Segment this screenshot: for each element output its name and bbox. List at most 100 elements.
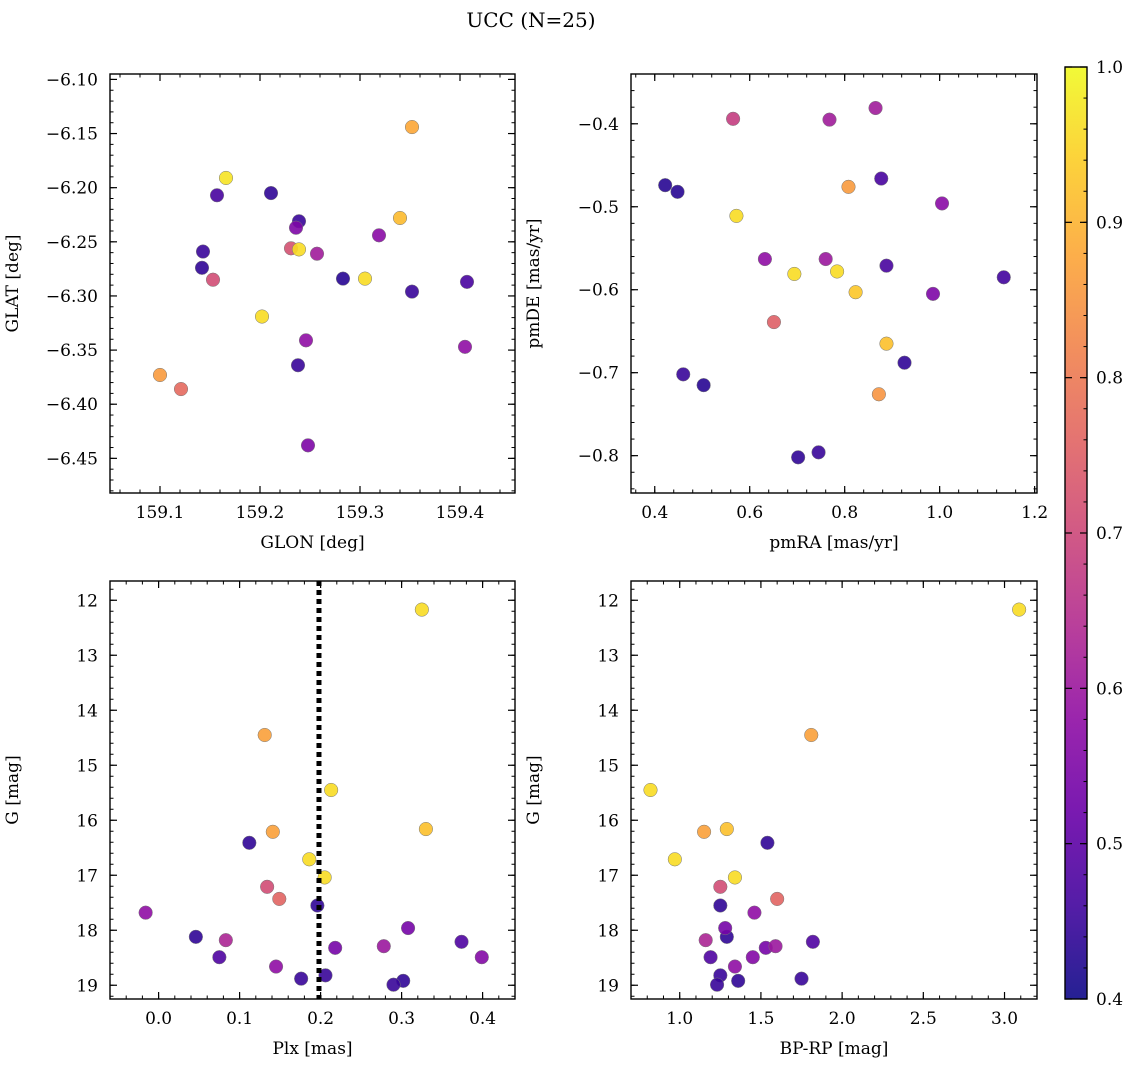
y-tick-label: 19: [597, 976, 619, 996]
data-point: [218, 933, 233, 948]
data-point: [474, 950, 489, 965]
data-point: [288, 220, 304, 235]
data-point: [643, 782, 658, 798]
data-point: [822, 112, 837, 127]
y-tick-label: 19: [76, 976, 98, 996]
data-point: [934, 196, 950, 211]
data-point: [703, 950, 718, 965]
x-tick-label: 2.5: [910, 1009, 937, 1029]
y-tick-label: 14: [76, 701, 98, 721]
y-tick-label: −0.4: [578, 115, 619, 135]
data-point: [879, 336, 894, 351]
data-point: [188, 929, 203, 944]
x-tick-label: 159.1: [136, 503, 185, 523]
data-point: [376, 939, 391, 954]
x-axis-label: Plx [mas]: [272, 1039, 352, 1059]
x-tick-label: 159.2: [236, 503, 285, 523]
y-axis-label: G [mag]: [524, 755, 544, 824]
colorbar: 0.4 0.5 0.6 0.7 0.8 0.9 1.0: [1064, 58, 1123, 1010]
y-tick-label: 14: [597, 701, 619, 721]
y-tick-label: 17: [76, 866, 98, 886]
y-tick-label: 12: [597, 591, 619, 611]
y-axis-label: G [mag]: [3, 755, 23, 824]
colorbar-tick-label: 0.6: [1096, 679, 1123, 699]
data-point: [804, 727, 819, 743]
data-point: [263, 186, 279, 201]
colorbar-tick-label: 0.9: [1096, 213, 1123, 233]
y-tick-label: 13: [76, 646, 98, 666]
data-point: [152, 367, 168, 383]
data-point: [298, 333, 314, 348]
data-point: [173, 382, 189, 397]
y-tick-label: −6.40: [46, 395, 98, 415]
y-tick-label: −0.8: [578, 447, 619, 467]
y-tick-label: −6.35: [46, 341, 98, 361]
data-point: [757, 251, 772, 267]
data-point: [457, 339, 473, 354]
data-point: [272, 891, 287, 906]
data-point: [386, 977, 401, 992]
y-tick-label: 16: [597, 811, 619, 831]
y-tick-label: −6.25: [46, 233, 98, 253]
data-point: [218, 170, 234, 185]
data-point: [698, 933, 713, 948]
panel-bprp-g: 1.0 1.5 2.0 2.5 3.0 12 13 14 15 16 17 18 19 BP-RP [ma…: [524, 580, 1038, 1059]
data-point: [404, 284, 420, 299]
y-tick-label: 15: [597, 756, 619, 776]
data-point: [371, 228, 387, 243]
x-tick-label: 1.2: [1021, 503, 1048, 523]
x-tick-label: 0.8: [831, 503, 858, 523]
data-point: [676, 367, 691, 382]
y-tick-label: 13: [597, 646, 619, 666]
data-point: [269, 959, 284, 974]
data-point: [710, 977, 725, 992]
data-point: [727, 870, 742, 885]
data-point: [404, 120, 420, 135]
data-point: [925, 286, 941, 301]
y-tick-label: −0.6: [578, 281, 619, 301]
data-point: [726, 111, 741, 126]
y-tick-label: −6.10: [46, 70, 98, 90]
data-point: [768, 939, 783, 954]
data-point: [294, 971, 309, 986]
x-tick-label: 0.4: [641, 503, 668, 523]
plot-frame: [630, 73, 1038, 494]
data-point: [791, 450, 806, 465]
data-point: [291, 242, 307, 257]
data-point: [667, 852, 682, 867]
x-tick-label: 0.3: [388, 1009, 415, 1029]
data-point: [1012, 602, 1027, 617]
data-point: [996, 270, 1011, 285]
data-point: [290, 358, 306, 373]
data-point: [848, 285, 863, 300]
data-point: [718, 921, 733, 936]
y-axis-label: GLAT [deg]: [3, 234, 23, 332]
data-point: [713, 898, 728, 913]
panel-glon-glat: 159.1 159.2 159.3 159.4 −6.10 −6.15 −6.20 −6.25…: [3, 70, 516, 553]
data-point: [871, 387, 886, 402]
x-tick-label: 0.1: [226, 1009, 253, 1029]
y-tick-label: 12: [76, 591, 98, 611]
data-point: [794, 971, 809, 986]
data-point: [302, 852, 317, 867]
y-tick-label: −6.30: [46, 287, 98, 307]
data-point: [418, 822, 433, 837]
x-tick-label: 0.0: [145, 1009, 172, 1029]
data-point: [454, 934, 469, 949]
data-point: [212, 950, 227, 965]
data-point: [811, 445, 826, 460]
data-point: [760, 835, 775, 850]
data-point: [309, 246, 325, 261]
data-point: [818, 251, 833, 267]
y-tick-label: −0.5: [578, 198, 619, 218]
y-tick-label: 17: [597, 866, 619, 886]
data-point: [729, 208, 744, 223]
y-axis-label: pmDE [mas/yr]: [524, 218, 544, 348]
data-point: [658, 178, 673, 193]
y-tick-label: −6.45: [46, 449, 98, 469]
data-point: [770, 891, 785, 906]
data-point: [260, 879, 275, 894]
data-point: [257, 727, 272, 743]
data-point: [897, 355, 912, 370]
data-point: [787, 266, 802, 282]
